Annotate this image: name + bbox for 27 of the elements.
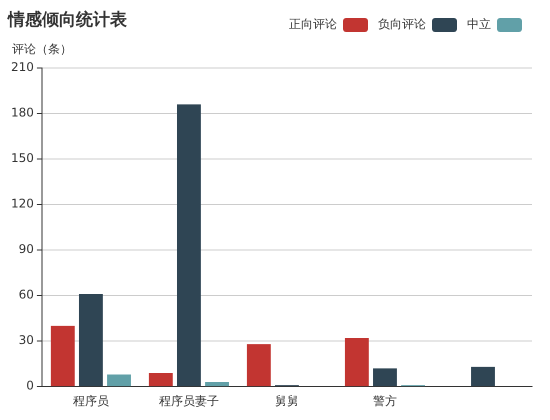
bar [373,368,397,386]
y-tick-label: 0 [26,378,34,393]
y-tick-label: 30 [18,333,34,348]
y-axis-title: 评论（条） [12,42,72,56]
y-tick-label: 210 [11,60,34,74]
y-tick-label: 120 [11,196,34,211]
y-tick-label: 180 [11,106,34,120]
bar [471,366,495,386]
bar [176,104,201,386]
x-tick-label: 警方 [372,394,397,408]
y-tick-label: 90 [18,242,34,256]
bar [107,374,131,386]
bar [78,294,103,386]
y-tick-label: 60 [18,288,34,302]
x-tick-label: 程序员 [72,394,109,408]
bar [205,382,229,386]
legend-label: 中立 [467,17,491,32]
x-tick-label: 程序员妻子 [158,394,219,408]
chart-title: 情感倾向统计表 [8,9,127,31]
legend-label: 负向评论 [378,17,426,32]
legend-label: 正向评论 [289,17,337,32]
y-tick-label: 150 [11,151,34,166]
bar [344,338,369,386]
bar [246,344,271,386]
bar [148,372,173,386]
x-tick-label: 舅舅 [274,394,299,408]
bar [50,326,75,386]
